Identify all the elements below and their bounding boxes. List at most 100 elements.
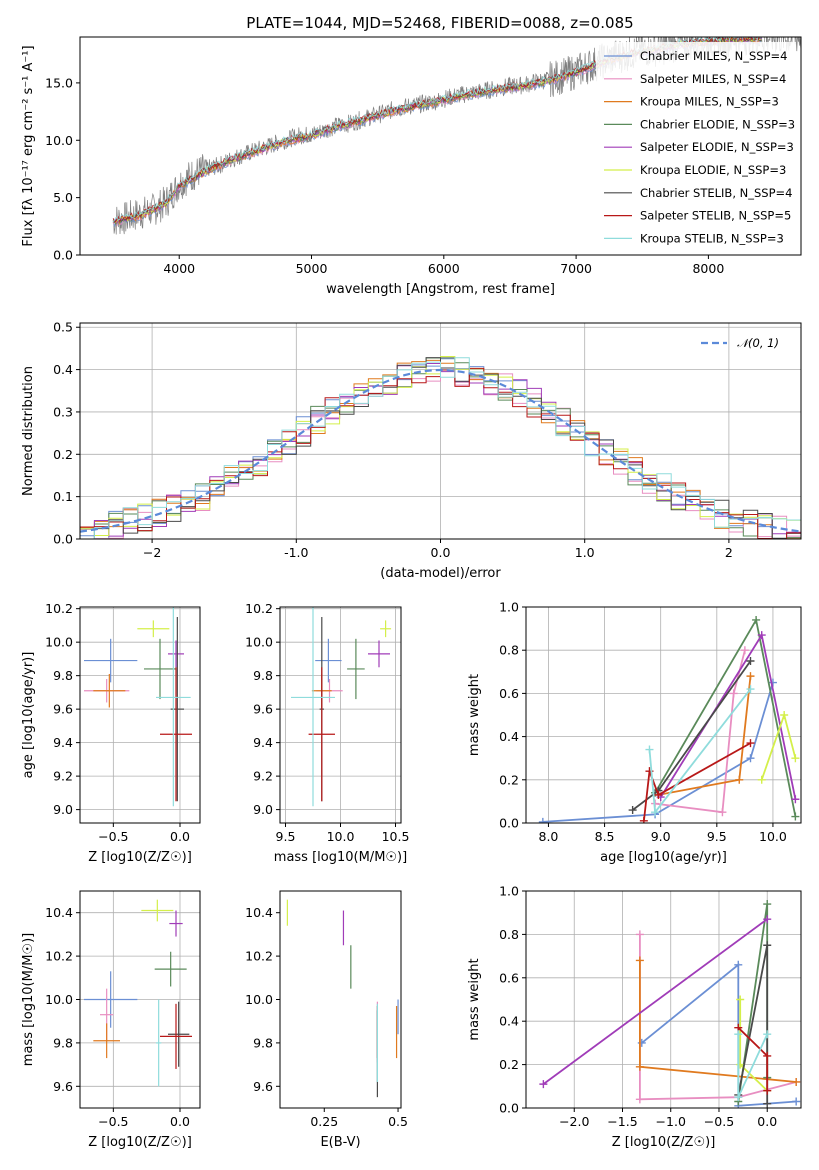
x-tick-label: 10.0 [759,829,787,844]
spectrum-panel: Chabrier MILES, N_SSP=4 Salpeter MILES, N… [21,36,802,297]
y-axis-label: Flux [fλ 10⁻¹⁷ erg cm⁻² s⁻¹ A⁻¹] [21,45,36,246]
y-tick-label: 10.4 [245,905,273,920]
x-axis-label: wavelength [Angstrom, rest frame] [326,282,555,297]
x-axis-label: age [log10(age/yr)] [600,850,727,865]
x-axis-label: Z [log10(Z/Z☉)] [88,850,192,865]
y-tick-label: 1.0 [499,600,519,615]
y-tick-label: 9.0 [253,802,273,817]
legend-entry: 𝒩(0, 1) [737,336,779,350]
y-tick-label: 9.4 [53,735,73,750]
x-tick-label: −1.5 [607,1114,637,1129]
y-tick-label: 9.6 [53,702,73,717]
axes-frame [79,606,201,824]
x-tick-label: 6000 [428,261,460,276]
axes-frame [279,890,402,1109]
x-axis-label: mass [log10(M/M☉)] [274,850,407,865]
weight-point-marker [746,672,755,681]
weight-point-marker [628,806,637,815]
legend-entry: Salpeter STELIB, N_SSP=5 [640,209,791,223]
y-axis-label: Normed distribution [21,366,36,496]
weight-point-marker [763,1030,772,1039]
weight-series-line [760,711,797,781]
legend-entry: Kroupa STELIB, N_SSP=3 [640,231,784,245]
weight-point-marker [740,646,749,655]
weight-series-line [643,742,751,821]
y-tick-label: 10.2 [45,949,73,964]
x-tick-label: 9.0 [651,829,671,844]
weight-point-marker [654,790,663,799]
y-tick-label: 0.0 [499,816,519,831]
y-tick-label: 0.2 [53,447,73,462]
weight-point-marker [791,812,800,821]
legend-entry: Chabrier MILES, N_SSP=4 [640,49,787,63]
weight-point-marker [736,995,745,1004]
y-tick-label: 9.8 [53,1035,73,1050]
weight-series-line [737,945,769,1104]
y-axis-label: age [log10(age/yr)] [21,652,36,779]
errorbar-plot-area [286,899,399,1098]
y-tick-label: 9.0 [53,802,73,817]
age-vs-Z-panel: −0.5 0.0 9.0 9.2 9.4 9.6 9.8 10.0 10.2 Z [log10(Z… [21,601,201,865]
errorbar-plot-area [291,607,392,807]
x-tick-label: 4000 [163,261,195,276]
x-axis-label: E(B-V) [320,1135,360,1150]
y-tick-label: 0.1 [53,489,73,504]
x-tick-label: -1.0 [284,545,308,560]
weight-point-marker [734,1030,743,1039]
x-tick-label: −0.5 [704,1114,734,1129]
y-tick-label: 9.2 [253,769,273,784]
y-tick-label: 10.0 [45,635,73,650]
y-tick-label: 9.8 [53,668,73,683]
y-tick-label: 1.0 [499,884,519,899]
x-tick-label: 9.5 [707,829,727,844]
weight-point-marker [763,900,772,909]
y-axis-label: mass [log10(M/M☉)] [21,933,36,1066]
x-tick-label: −2.0 [559,1114,589,1129]
gaussian-reference-line [80,368,801,533]
weight-point-marker [735,775,744,784]
weight-vs-age-panel: 8.0 8.5 9.0 9.5 10.0 0.0 0.2 0.4 0.6 0.8 1.0 age [l… [467,600,802,865]
weight-point-marker [763,1051,772,1060]
residuals-plot-area [80,356,801,539]
weight-point-marker [734,960,743,969]
y-tick-label: 9.6 [53,1079,73,1094]
x-axis-label: Z [log10(Z/Z☉)] [612,1135,716,1150]
x-tick-label: 0.0 [431,545,451,560]
x-tick-label: 2 [725,545,733,560]
x-tick-label: 10.0 [327,829,355,844]
y-tick-label: 9.4 [253,735,273,750]
y-tick-label: 10.0 [245,992,273,1007]
weight-point-marker [763,1086,772,1095]
y-axis-label: mass weight [467,958,482,1040]
y-tick-label: 10.0 [245,635,273,650]
y-axis-label: mass weight [467,674,482,756]
y-tick-label: 0.4 [53,362,73,377]
weight-point-marker [763,915,772,924]
x-tick-label: −2 [143,545,161,560]
mass-vs-Z-panel: −0.5 0.0 9.6 9.8 10.0 10.2 10.4 Z [log10(Z/Z☉)]… [21,890,201,1150]
weight-point-marker [635,1095,644,1104]
x-tick-label: 5000 [296,261,328,276]
legend-entry: Kroupa ELODIE, N_SSP=3 [640,163,786,177]
weight-point-marker [718,808,727,817]
weight-point-marker [635,1062,644,1071]
x-axis-label: (data-model)/error [380,566,501,581]
y-tick-label: 0.8 [499,927,519,942]
y-tick-label: 10.0 [45,992,73,1007]
x-tick-label: 1.0 [575,545,595,560]
weight-point-marker [763,1099,772,1108]
axes-frame [525,606,802,824]
weight-series-line [542,918,768,1085]
y-tick-label: 10.4 [45,905,73,920]
y-tick-label: 0.0 [499,1101,519,1116]
y-tick-label: 0.0 [53,532,73,547]
weight-point-marker [768,678,777,687]
x-tick-label: 8000 [692,261,724,276]
weight-point-marker [639,816,648,823]
x-tick-label: −0.5 [98,1114,128,1129]
x-tick-label: 8.5 [595,829,615,844]
panels: Chabrier MILES, N_SSP=4 Salpeter MILES, N… [21,36,802,1150]
x-axis-label: Z [log10(Z/Z☉)] [88,1135,192,1150]
weight-point-marker [780,711,789,719]
